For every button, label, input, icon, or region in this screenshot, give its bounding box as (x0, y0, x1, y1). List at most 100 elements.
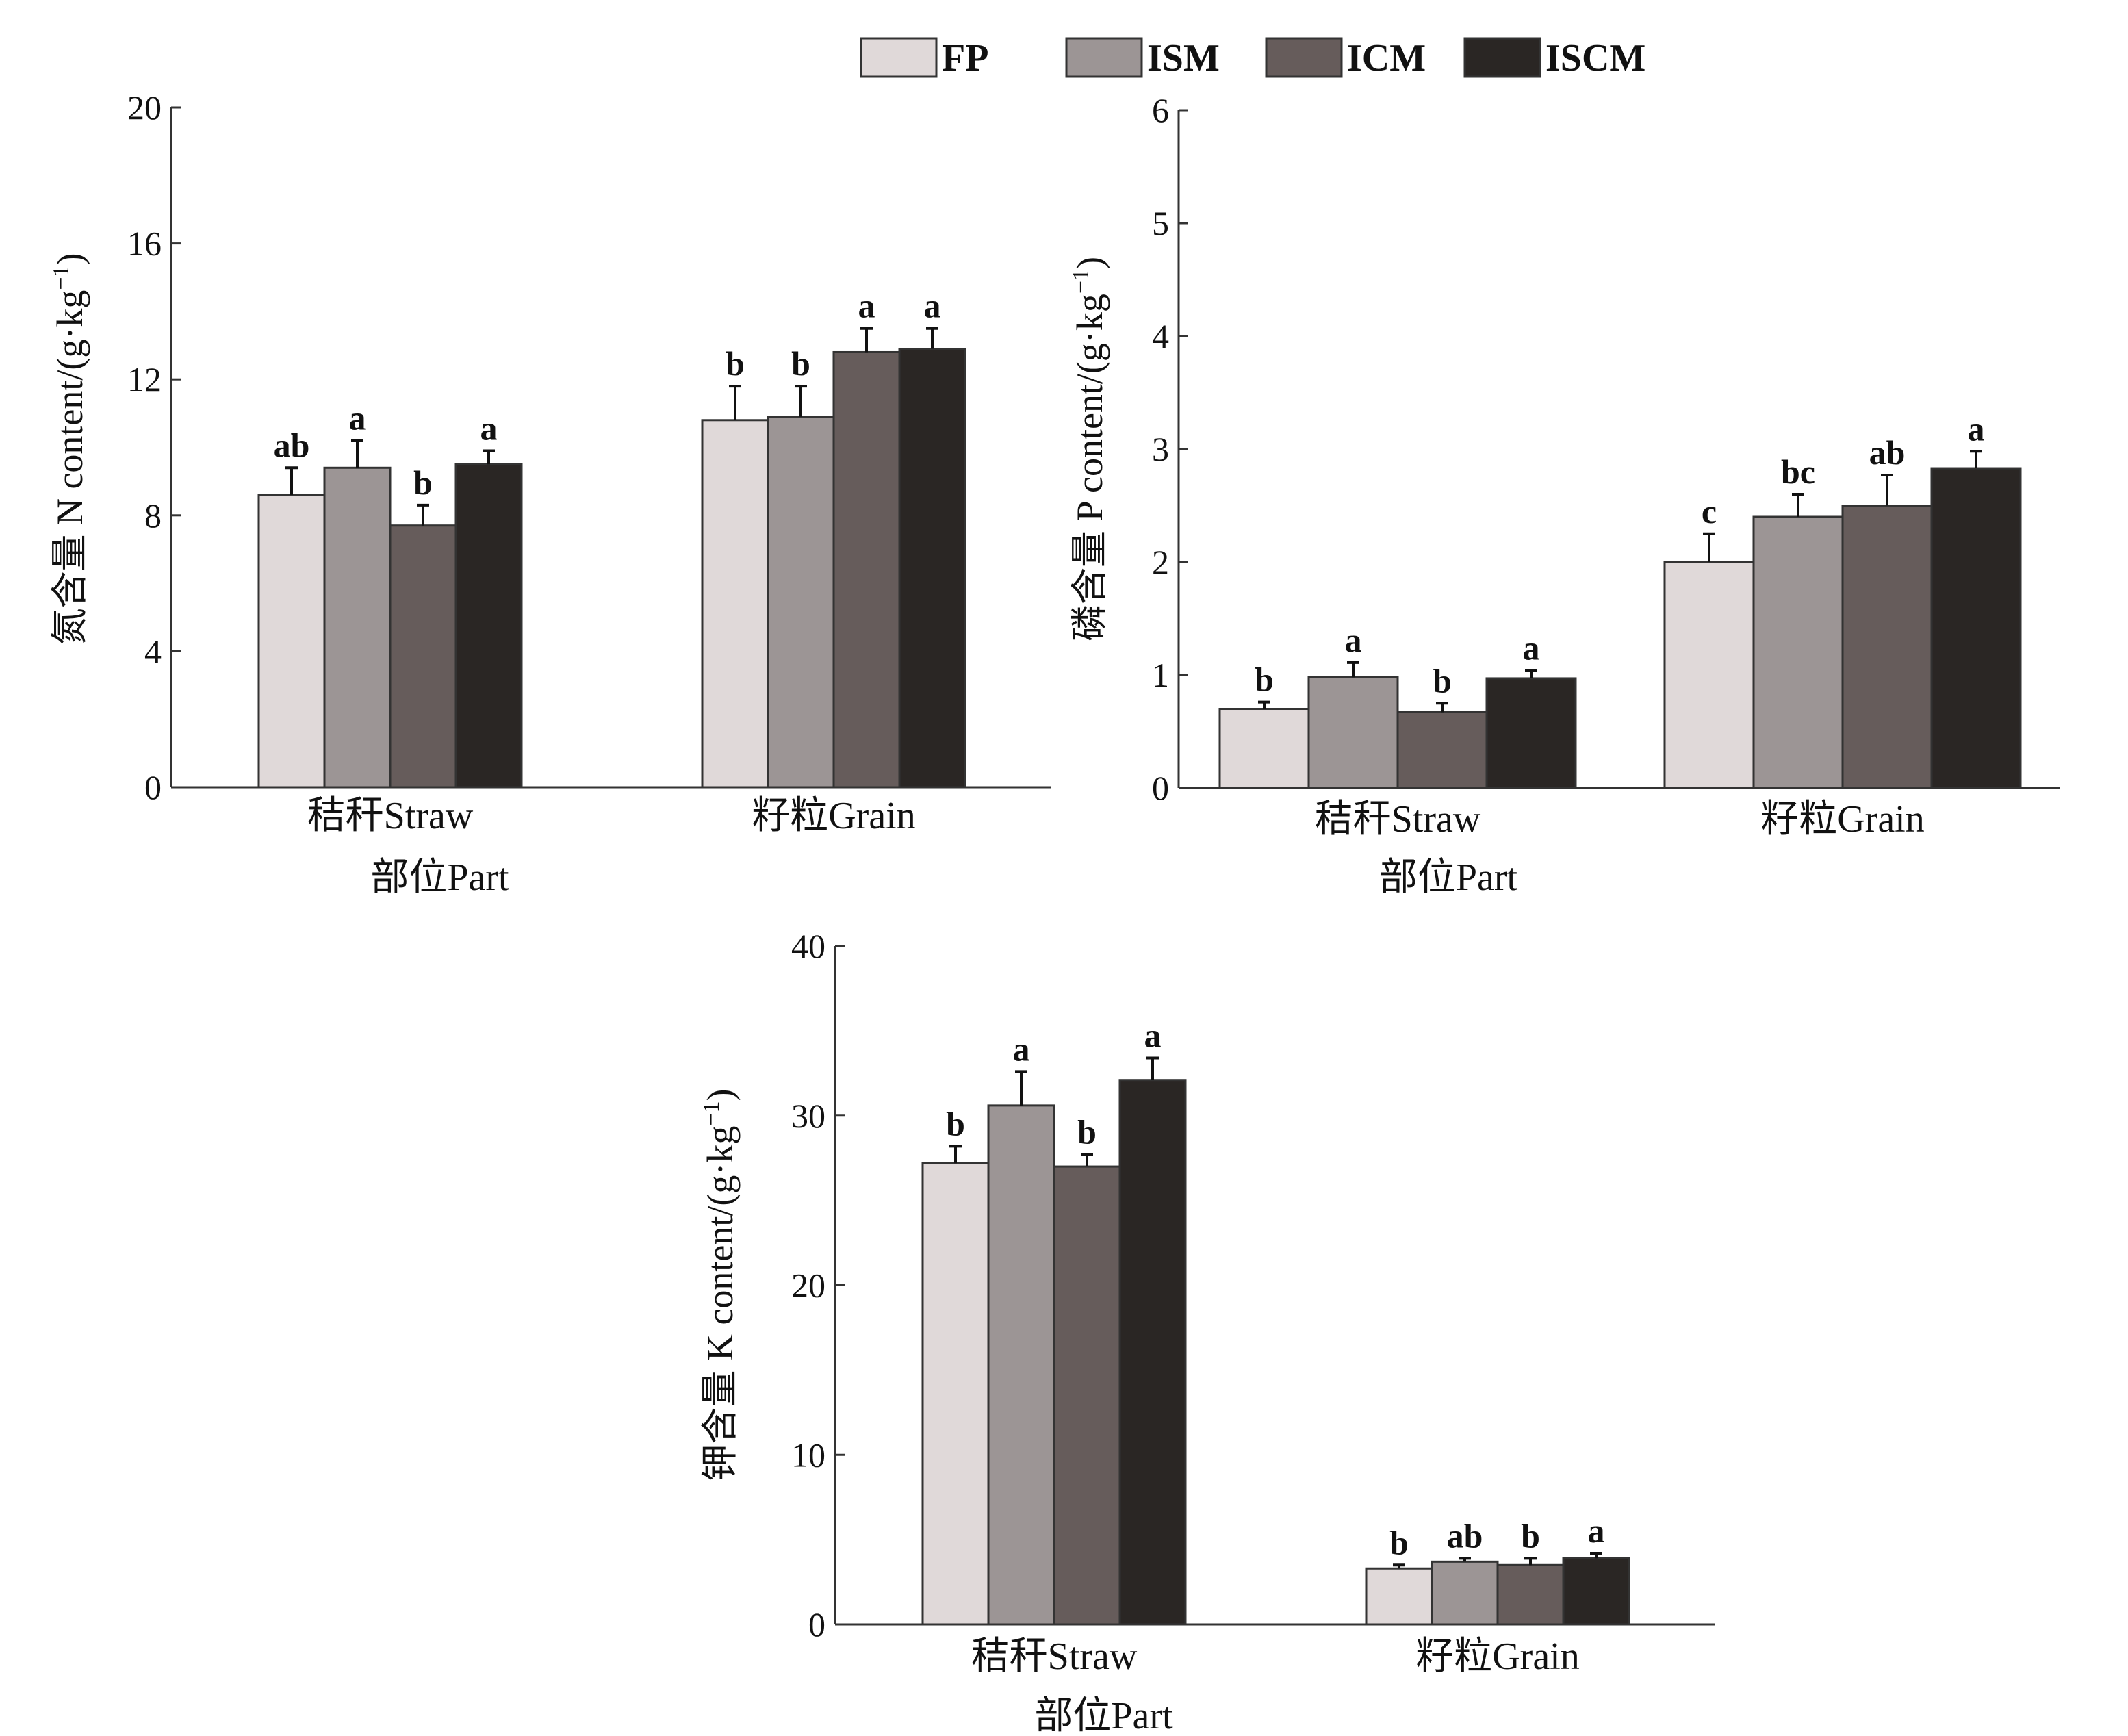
category-label-n: 秸秆Straw (307, 795, 474, 837)
y-axis-title-close: ) (700, 1088, 741, 1101)
significance-letter-p: a (1523, 628, 1540, 667)
bar-n-iscm-1 (898, 348, 966, 789)
bar-p-fp-1 (1663, 561, 1755, 789)
bar-k-iscm-1 (1562, 1557, 1630, 1626)
y-axis-title-cn: 钾含量 (700, 1361, 741, 1481)
y-axis-title-n: 氮含量 N content/(g·kg−1) (49, 253, 90, 645)
significance-letter-k: a (1588, 1511, 1605, 1550)
bar-n-ism-0 (323, 466, 392, 789)
legend-label-icm: ICM (1347, 37, 1426, 79)
bar-p-iscm-0 (1485, 677, 1577, 789)
significance-letter-p: c (1702, 492, 1717, 531)
y-tick-label-p: 3 (1152, 430, 1169, 468)
y-tick-label-n: 16 (127, 225, 162, 263)
legend-item-fp: FP (860, 37, 988, 79)
y-axis-title-close: ) (1069, 257, 1110, 269)
significance-letter-n: b (791, 344, 810, 383)
y-axis-title-en: K content/(g·kg (700, 1126, 741, 1361)
significance-letter-n: b (413, 463, 433, 502)
significance-letter-n: a (924, 287, 941, 325)
y-tick-label-n: 20 (127, 88, 162, 127)
significance-letter-p: ab (1869, 433, 1906, 472)
legend-label-fp: FP (942, 37, 988, 79)
significance-letter-n: b (726, 344, 745, 383)
significance-letter-k: a (1013, 1030, 1030, 1068)
significance-letter-n: a (858, 287, 875, 325)
bar-p-fp-0 (1218, 708, 1310, 789)
significance-letter-k: ab (1447, 1516, 1483, 1555)
bar-k-fp-0 (921, 1162, 990, 1626)
bar-k-icm-0 (1053, 1165, 1121, 1626)
x-axis-title-p: 部位Part (1379, 856, 1518, 899)
bar-n-icm-1 (832, 350, 901, 789)
x-axis-title-n: 部位Part (370, 856, 509, 899)
y-tick-label-k: 0 (808, 1605, 825, 1644)
y-axis-title-en: N content/(g·kg (49, 290, 90, 525)
significance-letter-n: ab (274, 426, 310, 464)
legend-swatch-fp (860, 37, 938, 78)
category-label-p: 秸秆Straw (1315, 798, 1481, 841)
bar-p-ism-1 (1752, 515, 1844, 789)
y-tick-label-k: 20 (791, 1266, 825, 1305)
y-tick-label-k: 10 (791, 1435, 825, 1474)
legend-label-ism: ISM (1147, 37, 1220, 79)
significance-letter-k: b (1521, 1516, 1540, 1555)
y-axis-title-sup: −1 (49, 265, 74, 290)
bar-p-icm-1 (1841, 505, 1933, 789)
significance-letter-k: b (946, 1104, 965, 1143)
y-tick-label-p: 4 (1152, 317, 1169, 355)
y-tick-label-p: 1 (1152, 656, 1169, 694)
y-tick-label-n: 8 (144, 496, 162, 535)
y-tick-label-p: 6 (1152, 91, 1169, 129)
bar-n-iscm-0 (454, 463, 523, 789)
y-tick-label-p: 2 (1152, 543, 1169, 581)
y-axis-title-cn: 氮含量 (49, 525, 90, 646)
y-axis-title-en: P content/(g·kg (1069, 294, 1110, 521)
y-tick-label-n: 12 (127, 360, 162, 398)
y-axis-title-sup: −1 (699, 1101, 724, 1125)
significance-letter-p: b (1433, 661, 1452, 700)
bar-p-iscm-1 (1930, 467, 2022, 789)
y-tick-label-n: 0 (144, 768, 162, 806)
legend-item-ism: ISM (1065, 37, 1220, 79)
category-label-p: 籽粒Grain (1760, 798, 1925, 841)
bar-p-icm-0 (1396, 711, 1488, 789)
y-tick-label-p: 5 (1152, 204, 1169, 242)
x-axis-title-k: 部位Part (1034, 1695, 1173, 1733)
legend-item-icm: ICM (1265, 37, 1426, 79)
bar-n-fp-0 (257, 494, 326, 789)
legend-label-iscm: ISCM (1546, 37, 1645, 79)
bar-p-ism-0 (1307, 676, 1399, 789)
legend-swatch-icm (1265, 37, 1343, 78)
bar-k-iscm-0 (1118, 1079, 1187, 1626)
bar-n-ism-1 (767, 416, 835, 789)
significance-letter-p: b (1255, 661, 1274, 699)
legend-item-iscm: ISCM (1463, 37, 1645, 79)
bar-k-icm-1 (1496, 1563, 1565, 1626)
bar-n-icm-0 (389, 524, 457, 789)
significance-letter-n: a (480, 409, 498, 447)
legend-swatch-ism (1065, 37, 1143, 78)
y-tick-label-p: 0 (1152, 769, 1169, 807)
category-label-k: 秸秆Straw (971, 1635, 1138, 1678)
bar-k-ism-1 (1431, 1560, 1499, 1626)
bar-k-ism-0 (987, 1104, 1055, 1626)
significance-letter-k: b (1389, 1523, 1409, 1561)
y-axis-title-sup: −1 (1068, 269, 1094, 294)
y-tick-label-k: 30 (791, 1097, 825, 1135)
bar-n-fp-1 (701, 419, 769, 789)
y-axis-title-k: 钾含量 K content/(g·kg−1) (699, 1088, 741, 1481)
significance-letter-k: a (1144, 1017, 1162, 1055)
y-axis-title-close: ) (49, 253, 90, 265)
legend-swatch-iscm (1463, 37, 1541, 78)
significance-letter-n: a (349, 399, 366, 437)
y-tick-label-n: 4 (144, 632, 162, 670)
significance-letter-p: a (1968, 409, 1985, 448)
significance-letter-p: bc (1781, 452, 1815, 491)
significance-letter-k: b (1077, 1113, 1097, 1151)
y-axis-title-p: 磷含量 P content/(g·kg−1) (1068, 257, 1110, 641)
